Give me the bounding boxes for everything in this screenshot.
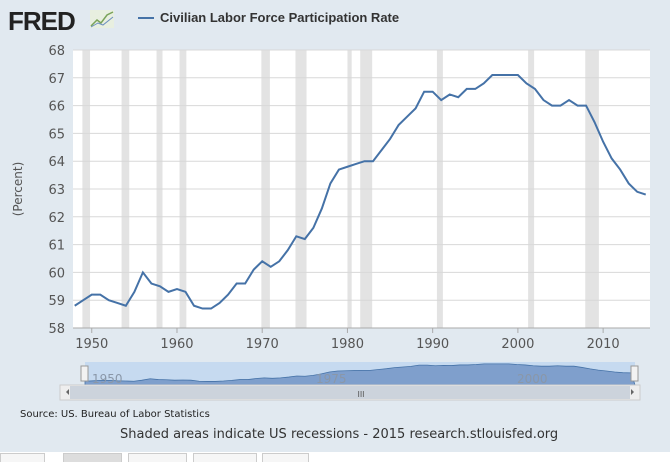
navigator-handle[interactable] — [80, 365, 89, 382]
source-text: Source: US. Bureau of Labor Statistics — [20, 409, 210, 420]
tab[interactable] — [128, 453, 187, 462]
y-tick-label: 64 — [48, 155, 65, 170]
y-tick-label: 66 — [48, 100, 65, 115]
x-tick-label: 1970 — [246, 337, 279, 352]
legend-item[interactable]: Civilian Labor Force Participation Rate — [138, 10, 399, 25]
navigator-label: 1950 — [92, 372, 123, 386]
fred-chart-icon — [90, 10, 114, 28]
x-tick-label: 2000 — [501, 337, 534, 352]
scroll-left-arrow-icon[interactable] — [66, 389, 69, 395]
scrollbar-thumb[interactable] — [70, 386, 630, 399]
footnote: Shaded areas indicate US recessions - 20… — [120, 427, 559, 442]
x-tick-label: 1950 — [75, 337, 108, 352]
y-tick-label: 62 — [48, 211, 65, 226]
tab[interactable] — [63, 453, 122, 462]
x-tick-label: 1980 — [331, 337, 364, 352]
legend-swatch — [138, 16, 154, 19]
y-tick-label: 60 — [48, 266, 65, 281]
legend-label: Civilian Labor Force Participation Rate — [160, 10, 400, 25]
navigator-handle[interactable] — [630, 365, 639, 382]
y-axis-label: (Percent) — [11, 162, 25, 217]
line-chart: 58 59 60 61 62 63 64 65 66 67 68 1950 1960 1970 1980 19… — [11, 44, 650, 401]
fred-logo[interactable]: FRED — [8, 6, 76, 36]
y-tick-label: 61 — [48, 239, 65, 254]
bottom-tabs — [0, 453, 670, 462]
navigator-label: 2000 — [517, 372, 548, 386]
y-tick-label: 65 — [48, 127, 65, 142]
navigator-label: 1975 — [316, 372, 347, 386]
scroll-right-arrow-icon[interactable] — [631, 389, 634, 395]
tab[interactable] — [262, 453, 309, 462]
tab[interactable] — [193, 453, 257, 462]
y-tick-label: 59 — [48, 294, 65, 309]
x-tick-label: 1960 — [160, 337, 193, 352]
y-tick-label: 63 — [48, 183, 65, 198]
y-tick-label: 67 — [48, 72, 65, 87]
series-line — [74, 74, 647, 310]
x-tick-label: 1990 — [416, 337, 449, 352]
tab[interactable] — [0, 453, 45, 462]
navigator-series — [84, 363, 636, 386]
y-tick-label: 68 — [48, 44, 65, 59]
x-tick-label: 2010 — [587, 337, 620, 352]
y-tick-label: 58 — [48, 322, 65, 337]
scrollbar-grip: III — [357, 390, 364, 399]
